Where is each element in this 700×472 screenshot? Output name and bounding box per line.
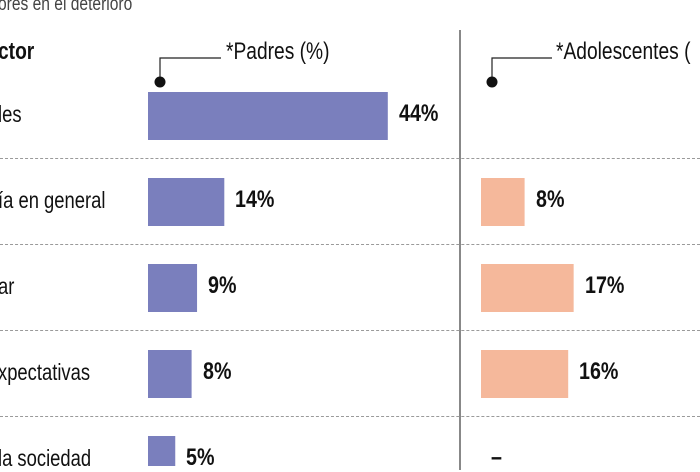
row-separator	[0, 244, 700, 245]
chart-subtitle: ores en el deterioro	[0, 0, 133, 15]
data-label: 8%	[202, 358, 232, 385]
category-label: ía en general	[0, 187, 106, 213]
data-label: –	[491, 444, 502, 471]
data-label: 14%	[235, 186, 275, 213]
row-separator	[0, 158, 700, 159]
series-label-padres: *Padres (%)	[226, 38, 330, 65]
category-label: xpectativas	[0, 359, 91, 385]
series-leader-line	[159, 57, 221, 82]
panel-divider	[459, 30, 461, 470]
bar	[481, 264, 574, 312]
bar	[148, 178, 225, 226]
bar	[481, 350, 569, 398]
data-label: 17%	[584, 272, 625, 299]
category-label: les	[0, 101, 22, 127]
factor-column-header: ctor	[0, 38, 35, 65]
series-leader-dot	[486, 76, 498, 88]
data-label: 9%	[208, 272, 237, 299]
data-label: 16%	[579, 358, 619, 385]
bar	[148, 436, 176, 466]
category-label: ar	[0, 273, 15, 299]
row-separator	[0, 330, 700, 331]
data-label: 44%	[398, 100, 439, 127]
series-leader-dot	[154, 76, 166, 88]
bar	[148, 264, 198, 312]
bar	[481, 178, 525, 226]
data-label: 5%	[186, 444, 215, 471]
bar	[148, 92, 388, 140]
category-label: la sociedad	[0, 445, 92, 471]
series-leader-line	[491, 57, 552, 82]
bar	[148, 350, 192, 398]
data-label: 8%	[535, 186, 565, 213]
row-separator	[0, 416, 700, 417]
series-label-adolescentes: *Adolescentes (	[556, 38, 691, 65]
